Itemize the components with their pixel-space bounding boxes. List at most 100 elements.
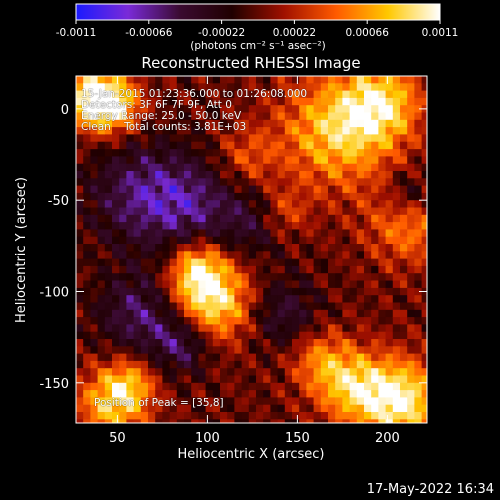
heatmap-cell [112, 149, 120, 157]
heatmap-cell [148, 273, 156, 282]
heatmap-cell [292, 207, 300, 216]
heatmap-cell [220, 412, 228, 420]
heatmap-cell [155, 76, 163, 84]
heatmap-cell [277, 251, 286, 260]
heatmap-cell [205, 280, 214, 289]
heatmap-cell [176, 141, 185, 150]
heatmap-cell [191, 397, 199, 406]
heatmap-cell [104, 419, 113, 423]
heatmap-cell [198, 368, 207, 377]
heatmap-cell [256, 360, 264, 369]
heatmap-cell [270, 185, 279, 194]
heatmap-cell [83, 244, 91, 252]
heatmap-cell [335, 178, 343, 187]
heatmap-cell [364, 258, 372, 267]
heatmap-cell [162, 309, 171, 318]
heatmap-cell [169, 214, 178, 223]
heatmap-cell [155, 222, 163, 230]
heatmap-cell [112, 287, 120, 296]
heatmap-cell [148, 375, 156, 384]
heatmap-cell [220, 273, 228, 282]
heatmap-cell [313, 419, 322, 423]
heatmap-cell [148, 76, 156, 84]
heatmap-cell [349, 324, 358, 333]
heatmap-cell [277, 317, 286, 325]
heatmap-cell [378, 317, 387, 325]
heatmap-cell [256, 229, 264, 238]
heatmap-cell [119, 317, 127, 325]
heatmap-cell [263, 353, 271, 362]
heatmap-cell [83, 141, 91, 150]
heatmap-cell [263, 119, 271, 128]
heatmap-cell [140, 390, 149, 398]
heatmap-cell [104, 76, 113, 84]
heatmap-cell [140, 273, 149, 282]
heatmap-cell [220, 287, 228, 296]
heatmap-cell [112, 375, 120, 384]
heatmap-cell [421, 76, 427, 84]
heatmap-cell [356, 149, 365, 157]
heatmap-cell [356, 404, 365, 413]
heatmap-cell [155, 207, 163, 216]
heatmap-cell [414, 280, 423, 289]
heatmap-cell [97, 200, 106, 209]
heatmap-cell [248, 324, 257, 333]
heatmap-cell [126, 317, 135, 325]
heatmap-cell [162, 251, 171, 260]
heatmap-cell [335, 76, 343, 84]
heatmap-cell [392, 119, 401, 128]
heatmap-cell [414, 171, 423, 179]
heatmap-cell [104, 375, 113, 384]
heatmap-cell [414, 360, 423, 369]
heatmap-cell [176, 317, 185, 325]
heatmap-cell [234, 360, 243, 369]
heatmap-cell [313, 134, 322, 143]
heatmap-cell [133, 390, 142, 398]
heatmap-cell [198, 302, 207, 311]
heatmap-cell [234, 141, 243, 150]
heatmap-cell [205, 368, 214, 377]
heatmap-cell [104, 127, 113, 135]
heatmap-cell [256, 171, 264, 179]
heatmap-cell [104, 105, 113, 114]
heatmap-cell [328, 287, 336, 296]
heatmap-cell [133, 141, 142, 150]
heatmap-cell [83, 119, 91, 128]
heatmap-cell [104, 280, 113, 289]
heatmap-cell [227, 236, 235, 245]
heatmap-cell [277, 236, 286, 245]
heatmap-cell [241, 178, 250, 187]
heatmap-cell [126, 258, 135, 267]
heatmap-cell [176, 273, 185, 282]
heatmap-cell [342, 353, 351, 362]
heatmap-cell [421, 397, 427, 406]
heatmap-cell [407, 141, 415, 150]
heatmap-cell [140, 382, 149, 391]
heatmap-cell [270, 171, 279, 179]
heatmap-cell [414, 207, 423, 216]
heatmap-cell [414, 302, 423, 311]
heatmap-cell [198, 112, 207, 121]
heatmap-cell [191, 295, 199, 304]
heatmap-cell [284, 258, 293, 267]
heatmap-cell [400, 368, 408, 377]
heatmap-cell [227, 302, 235, 311]
heatmap-cell [306, 309, 315, 318]
heatmap-cell [198, 192, 207, 201]
heatmap-cell [119, 83, 127, 92]
heatmap-cell [212, 382, 221, 391]
heatmap-cell [284, 192, 293, 201]
heatmap-cell [162, 200, 171, 209]
heatmap-cell [320, 339, 329, 347]
colorbar-tick-label: 0.00022 [273, 27, 316, 39]
heatmap-cell [270, 192, 279, 201]
heatmap-cell [234, 280, 243, 289]
heatmap-cell [227, 412, 235, 420]
heatmap-cell [299, 134, 307, 143]
heatmap-cell [220, 375, 228, 384]
heatmap-cell [299, 390, 307, 398]
heatmap-cell [342, 375, 351, 384]
heatmap-cell [292, 346, 300, 355]
heatmap-cell [184, 265, 192, 274]
